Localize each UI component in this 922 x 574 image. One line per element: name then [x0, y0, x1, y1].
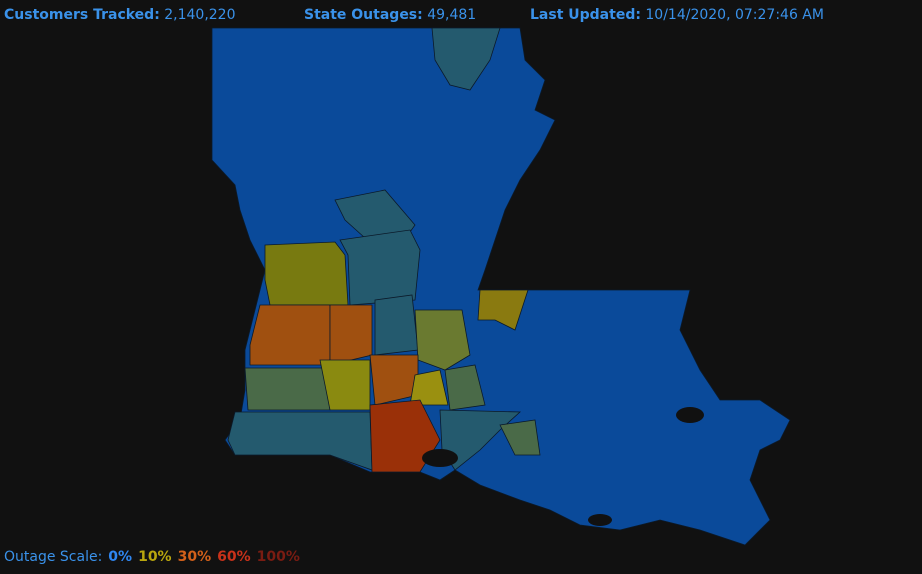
parish [431, 27, 501, 91]
lake [422, 449, 458, 467]
parish [227, 411, 373, 471]
state-outages: State Outages: 49,481 [304, 7, 476, 23]
parish [244, 367, 331, 411]
parish [329, 304, 373, 366]
label: Customers Tracked: [4, 7, 160, 23]
label: Last Updated: [530, 7, 641, 23]
lake [588, 514, 612, 526]
parish [409, 369, 449, 406]
legend-level: 0% [108, 549, 133, 565]
last-updated: Last Updated: 10/14/2020, 07:27:46 AM [530, 7, 824, 23]
legend-level: 100% [256, 549, 300, 565]
value: 10/14/2020, 07:27:46 AM [645, 7, 824, 23]
parish [264, 241, 349, 306]
parish [499, 419, 541, 456]
parish [249, 304, 331, 366]
parish [374, 294, 419, 356]
value: 49,481 [427, 7, 477, 23]
label: State Outages: [304, 7, 423, 23]
legend-level: 10% [138, 549, 172, 565]
legend-level: 30% [177, 549, 212, 565]
legend: Outage Scale: 0% 10% 30% 60% 100% [4, 549, 300, 565]
value: 2,140,220 [164, 7, 236, 23]
parish [444, 364, 486, 411]
parish [477, 289, 529, 331]
legend-title: Outage Scale: [4, 549, 103, 565]
customers-tracked: Customers Tracked: 2,140,220 [4, 7, 236, 23]
lake [676, 407, 704, 423]
legend-level: 60% [217, 549, 251, 565]
parish [414, 309, 471, 371]
parish [339, 229, 421, 306]
